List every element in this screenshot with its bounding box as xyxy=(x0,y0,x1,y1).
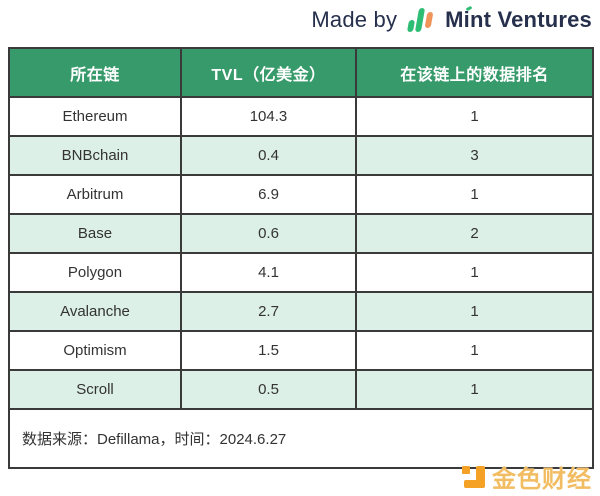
chain-cell: Ethereum xyxy=(8,96,182,137)
tvl-cell: 0.6 xyxy=(180,213,357,254)
tvl-table: 所在链 TVL（亿美金） 在该链上的数据排名 Ethereum 104.3 1 … xyxy=(8,47,594,469)
rank-cell: 1 xyxy=(355,174,594,215)
table-row: Optimism 1.5 1 xyxy=(8,330,594,371)
table-row: Avalanche 2.7 1 xyxy=(8,291,594,332)
table-row: Base 0.6 2 xyxy=(8,213,594,254)
source-row: 数据来源：Defillama，时间：2024.6.27 xyxy=(8,408,594,469)
column-header-chain: 所在链 xyxy=(8,47,182,98)
column-header-tvl: TVL（亿美金） xyxy=(180,47,357,98)
tvl-cell: 104.3 xyxy=(180,96,357,137)
rank-cell: 2 xyxy=(355,213,594,254)
chain-cell: Polygon xyxy=(8,252,182,293)
data-source-note: 数据来源：Defillama，时间：2024.6.27 xyxy=(8,408,594,469)
jinse-finance-watermark-text: 金色财经 xyxy=(492,466,592,493)
jinse-finance-watermark: 金色财经 xyxy=(461,459,592,494)
chain-cell: Avalanche xyxy=(8,291,182,332)
chain-cell: Arbitrum xyxy=(8,174,182,215)
chain-cell: Optimism xyxy=(8,330,182,371)
table-row: Arbitrum 6.9 1 xyxy=(8,174,594,215)
table-row: Ethereum 104.3 1 xyxy=(8,96,594,137)
table-row: BNBchain 0.4 3 xyxy=(8,135,594,176)
jinse-finance-logo-icon xyxy=(461,464,487,490)
chain-cell: BNBchain xyxy=(8,135,182,176)
table-row: Scroll 0.5 1 xyxy=(8,369,594,410)
tvl-cell: 6.9 xyxy=(180,174,357,215)
rank-cell: 1 xyxy=(355,252,594,293)
logo-bar-tall-green xyxy=(415,8,426,32)
tvl-cell: 4.1 xyxy=(180,252,357,293)
logo-bar-orange xyxy=(424,12,434,28)
tvl-cell: 1.5 xyxy=(180,330,357,371)
rank-cell: 1 xyxy=(355,369,594,410)
brand-name-text: Mint Ventures xyxy=(445,6,592,32)
tvl-cell: 2.7 xyxy=(180,291,357,332)
made-by-branding: Made by Mint Ventures xyxy=(311,5,592,33)
brand-name: Mint Ventures xyxy=(445,5,592,33)
made-by-label: Made by xyxy=(311,6,398,32)
table-row: Polygon 4.1 1 xyxy=(8,252,594,293)
header-row: 所在链 TVL（亿美金） 在该链上的数据排名 xyxy=(8,47,594,98)
chain-cell: Scroll xyxy=(8,369,182,410)
rank-cell: 1 xyxy=(355,291,594,332)
tvl-cell: 0.5 xyxy=(180,369,357,410)
mint-ventures-logo-icon xyxy=(406,6,436,33)
tvl-cell: 0.4 xyxy=(180,135,357,176)
rank-cell: 3 xyxy=(355,135,594,176)
column-header-rank: 在该链上的数据排名 xyxy=(355,47,594,98)
logo-bar-short-green xyxy=(407,20,416,32)
rank-cell: 1 xyxy=(355,330,594,371)
chain-cell: Base xyxy=(8,213,182,254)
rank-cell: 1 xyxy=(355,96,594,137)
